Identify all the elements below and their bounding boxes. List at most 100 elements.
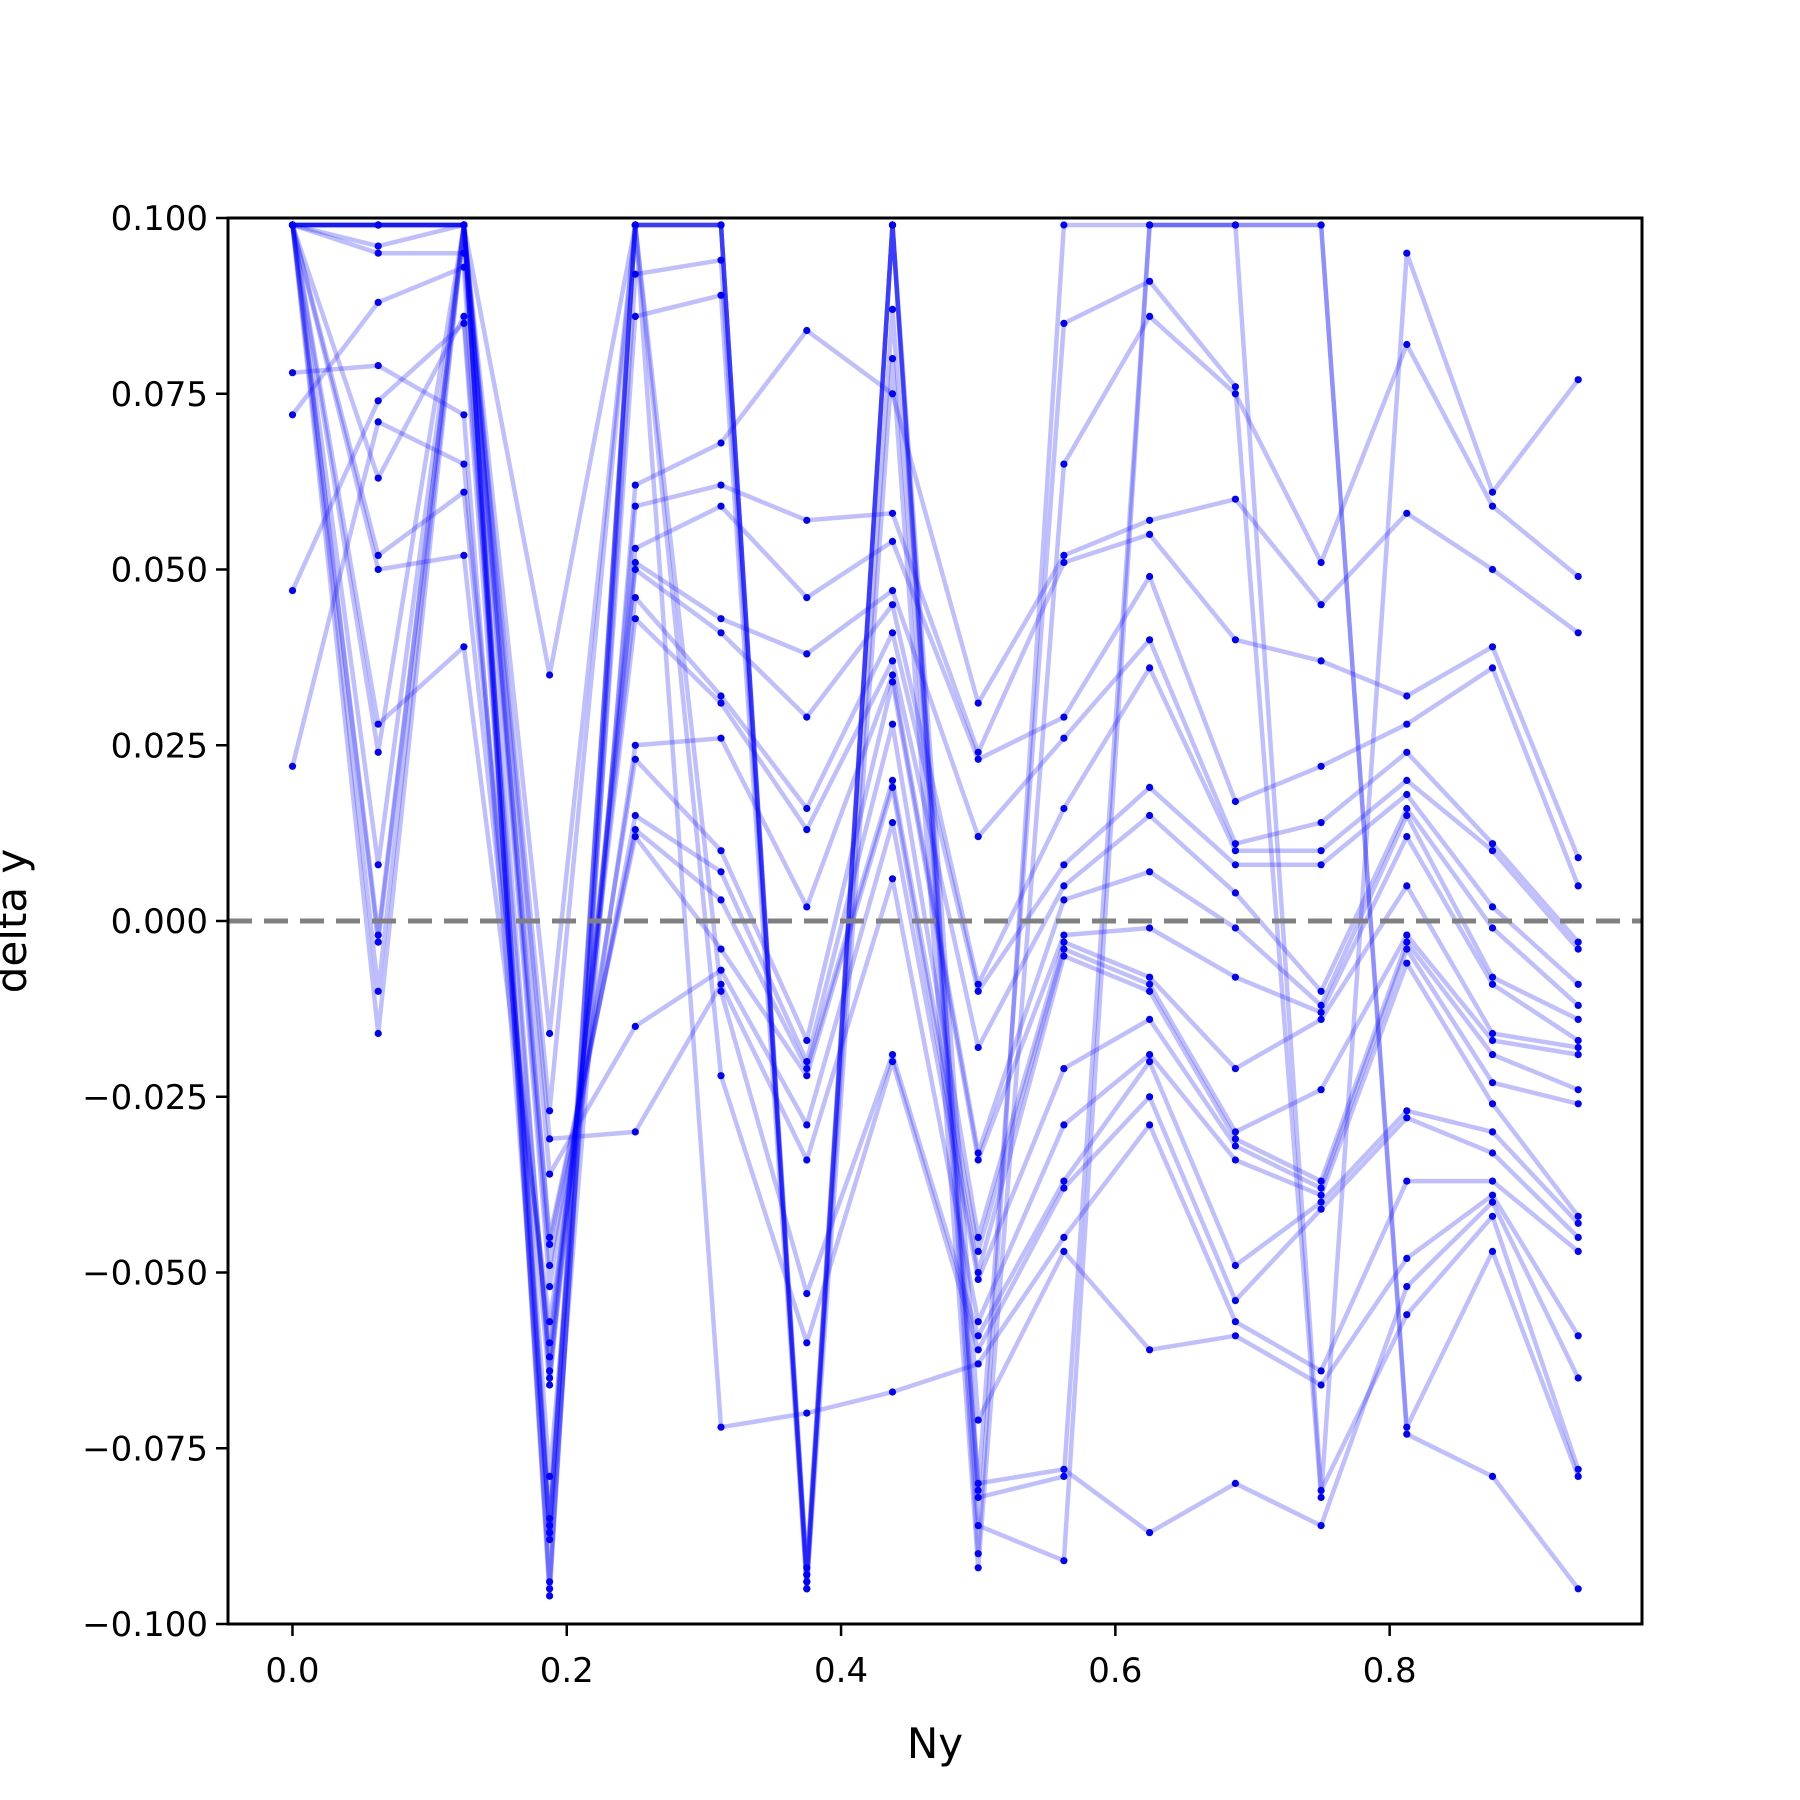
data-point [1317, 1184, 1325, 1192]
data-point [1146, 1058, 1154, 1066]
data-point [1317, 1177, 1325, 1185]
data-point [888, 629, 897, 637]
data-point [1403, 249, 1411, 257]
data-point [631, 565, 639, 574]
data-point [1060, 734, 1068, 742]
data-point [1403, 959, 1411, 967]
data-point [1146, 987, 1154, 995]
data-point [1574, 572, 1582, 581]
data-point [1060, 931, 1068, 939]
data-point [631, 221, 639, 229]
data-point [546, 1536, 554, 1544]
data-point [374, 987, 382, 995]
data-point [974, 1493, 982, 1502]
data-point [888, 671, 897, 679]
data-point [974, 1149, 982, 1157]
data-point [1231, 797, 1239, 806]
data-point [888, 657, 897, 665]
data-point [974, 1416, 982, 1424]
data-point [374, 720, 382, 728]
x-axis: 0.0 0.2 0.4 0.6 0.8 [265, 1624, 1417, 1691]
data-point [546, 1339, 554, 1347]
data-point [974, 1479, 982, 1487]
x-tick-label: 0.4 [814, 1651, 868, 1691]
data-point [631, 1128, 639, 1136]
data-point [1403, 938, 1411, 946]
data-point [1488, 488, 1497, 496]
data-point [631, 544, 639, 553]
data-point [803, 326, 811, 335]
data-point [888, 1051, 897, 1059]
data-point [1488, 924, 1497, 932]
data-point [1488, 1191, 1497, 1199]
series-line-22 [292, 222, 1581, 1585]
data-point [974, 833, 982, 841]
data-point [1574, 1043, 1582, 1052]
data-point [1574, 1015, 1582, 1024]
data-point [1231, 1297, 1239, 1305]
data-point [1488, 840, 1497, 848]
data-point [803, 594, 811, 602]
data-point [1317, 657, 1325, 665]
data-point [1146, 277, 1154, 285]
series-line-8 [290, 224, 1580, 1346]
data-point [1060, 1247, 1068, 1255]
data-point [460, 312, 468, 320]
data-point [1574, 376, 1582, 384]
data-point [717, 615, 725, 623]
data-point [546, 1529, 554, 1537]
y-tick-label: −0.025 [82, 1078, 208, 1118]
data-point [803, 1065, 811, 1073]
data-point [1488, 1100, 1497, 1108]
data-point [803, 1571, 811, 1579]
data-point [1403, 882, 1411, 890]
data-point [974, 1318, 982, 1326]
data-point [460, 643, 468, 651]
data-point [1060, 319, 1068, 327]
data-point [546, 1353, 554, 1361]
data-point [803, 1564, 811, 1572]
data-point [1403, 1254, 1411, 1262]
data-point [1146, 636, 1154, 644]
series-line-1 [292, 293, 1580, 1592]
data-point [1574, 854, 1582, 862]
data-point [1231, 1156, 1239, 1164]
data-point [374, 748, 382, 756]
data-point [803, 826, 811, 834]
data-point [1574, 1374, 1582, 1382]
data-point [888, 509, 897, 517]
data-point [1403, 790, 1411, 799]
data-point [717, 1423, 725, 1431]
y-tick-label: 0.050 [111, 551, 208, 591]
data-point [974, 755, 982, 763]
data-point [1317, 762, 1325, 770]
data-point [717, 481, 725, 489]
data-point [1574, 1212, 1582, 1220]
series-line-14 [290, 222, 1579, 1282]
x-tick-label: 0.8 [1363, 1651, 1417, 1691]
data-point [974, 1564, 982, 1572]
data-point [888, 1058, 897, 1066]
data-point [888, 587, 897, 595]
data-point [1317, 819, 1325, 827]
data-point [1231, 1128, 1239, 1136]
data-point [803, 1578, 811, 1586]
series-line-6 [290, 224, 1580, 1374]
data-point [717, 692, 725, 700]
data-point [974, 980, 982, 988]
data-point [1060, 1065, 1068, 1073]
data-point [717, 868, 725, 876]
data-point [1231, 861, 1239, 869]
data-point [1317, 1015, 1325, 1024]
data-point [631, 481, 639, 489]
data-point [546, 1514, 554, 1523]
data-point [888, 221, 897, 229]
data-point [1060, 861, 1068, 869]
data-point [974, 1522, 982, 1530]
data-point [1403, 804, 1411, 813]
series-line-20 [292, 222, 1581, 1571]
y-tick-label: 0.025 [111, 726, 208, 766]
data-point [1488, 1247, 1497, 1255]
data-point [803, 650, 811, 658]
data-point [803, 804, 811, 813]
